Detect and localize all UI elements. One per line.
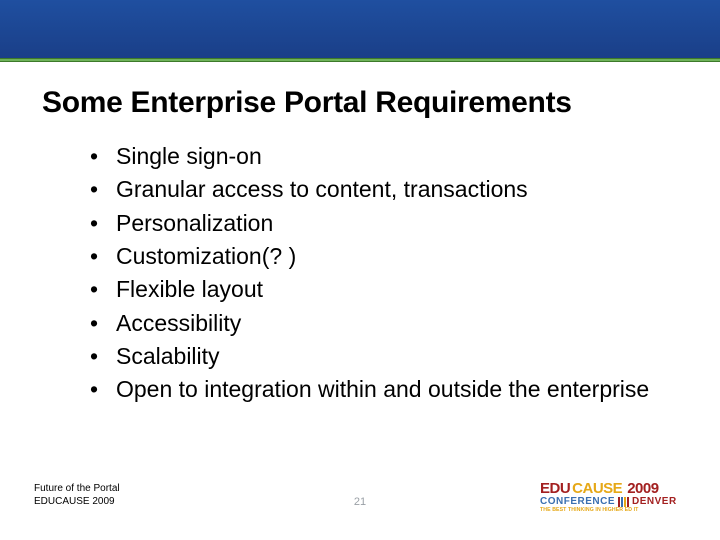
logo-bar [627,497,629,507]
logo-subline: CONFERENCE DENVER [540,496,690,507]
slide-title: Some Enterprise Portal Requirements [42,86,572,120]
bullet-list: Single sign-on Granular access to conten… [86,140,680,407]
logo-year: 2009 [627,480,658,497]
list-item: Flexible layout [86,273,680,306]
header-band [0,0,720,58]
list-item: Personalization [86,207,680,240]
list-item: Granular access to content, transactions [86,173,680,206]
logo-bar [618,497,620,507]
logo-bars-icon [618,497,629,507]
list-item: Open to integration within and outside t… [86,373,680,406]
logo-bar [624,497,626,507]
logo-tagline: THE BEST THINKING IN HIGHER ED IT [540,507,690,513]
educause-logo: EDUCAUSE 2009 CONFERENCE DENVER THE BEST… [540,480,690,516]
logo-cause: CAUSE [572,480,622,497]
list-item: Customization(? ) [86,240,680,273]
footer-text: Future of the Portal EDUCAUSE 2009 [34,483,120,508]
list-item: Scalability [86,340,680,373]
logo-denver: DENVER [632,496,677,507]
footer-line-1: Future of the Portal [34,483,120,496]
page-number: 21 [354,496,366,508]
footer-line-2: EDUCAUSE 2009 [34,496,120,509]
accent-line [0,58,720,62]
list-item: Accessibility [86,307,680,340]
logo-bar [621,497,623,507]
logo-wordmark: EDUCAUSE 2009 [540,480,690,497]
list-item: Single sign-on [86,140,680,173]
slide: Some Enterprise Portal Requirements Sing… [0,0,720,540]
logo-edu: EDU [540,480,570,497]
logo-conference: CONFERENCE [540,496,615,507]
